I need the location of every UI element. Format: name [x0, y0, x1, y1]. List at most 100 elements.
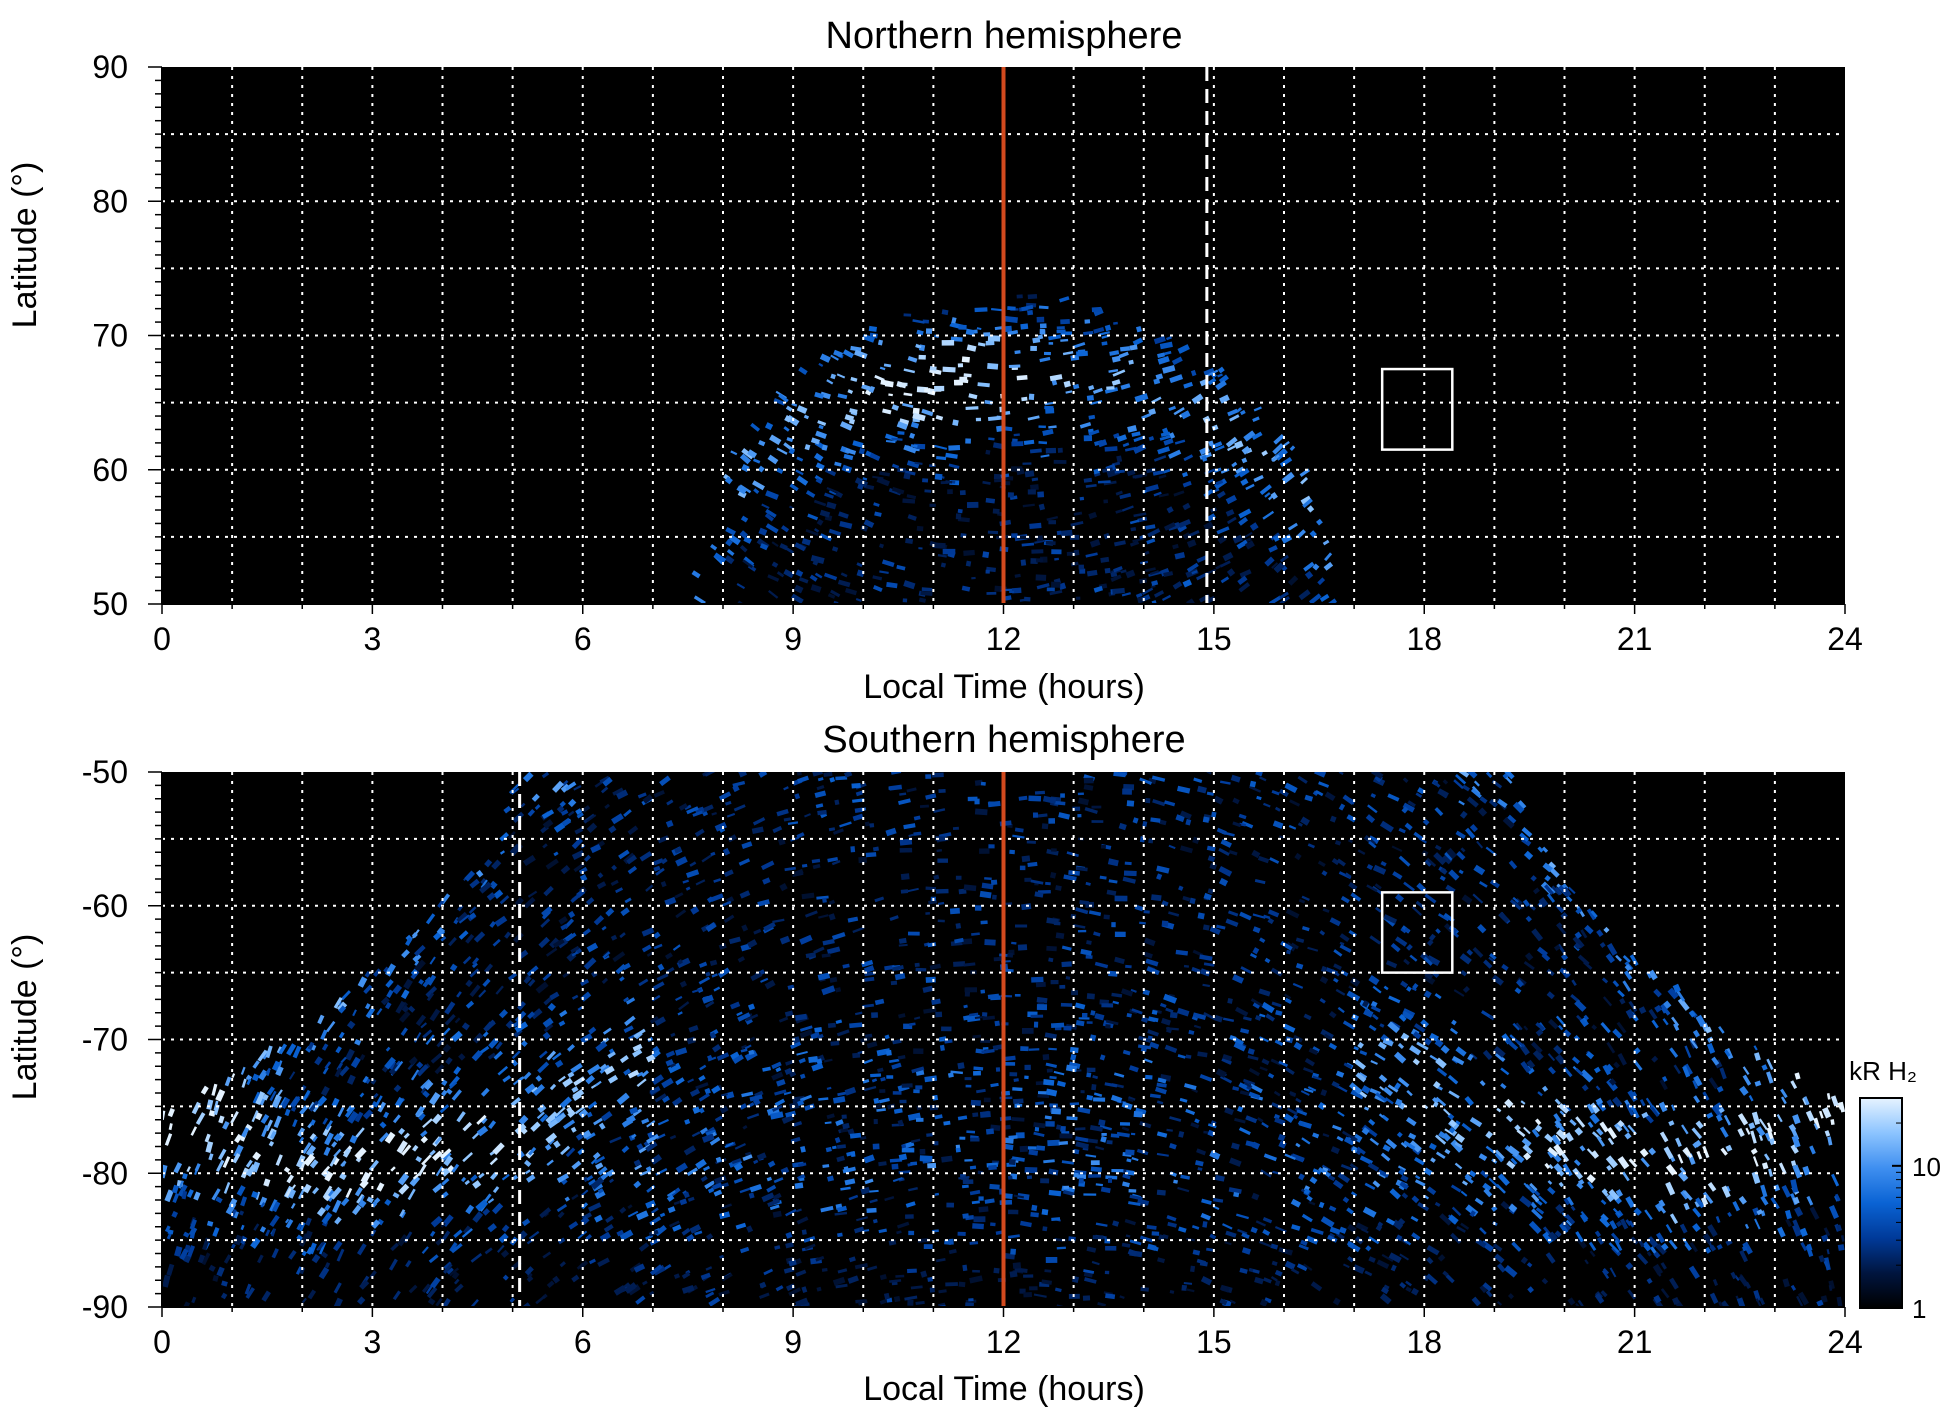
- emission-cell: [1444, 1128, 1454, 1135]
- emission-cell: [1232, 797, 1240, 805]
- emission-cell: [1197, 912, 1205, 920]
- emission-cell: [1467, 1053, 1474, 1061]
- emission-cell: [453, 1066, 462, 1075]
- emission-cell: [1575, 1231, 1584, 1243]
- emission-cell: [1660, 1242, 1669, 1251]
- emission-cell: [909, 432, 916, 439]
- emission-cell: [321, 1165, 331, 1176]
- emission-cell: [275, 1154, 283, 1166]
- emission-cell: [1834, 1193, 1841, 1202]
- emission-cell: [575, 808, 583, 815]
- emission-cell: [489, 1157, 498, 1166]
- emission-cell: [1379, 1023, 1385, 1028]
- emission-cell: [585, 897, 595, 906]
- emission-cell: [748, 1036, 756, 1043]
- emission-cell: [1580, 1069, 1594, 1083]
- emission-cell: [1129, 519, 1140, 525]
- emission-cell: [1091, 306, 1102, 313]
- emission-cell: [339, 1172, 347, 1181]
- emission-cell: [1755, 1298, 1763, 1307]
- emission-cell: [835, 1019, 843, 1025]
- emission-cell: [987, 800, 1001, 808]
- emission-cell: [461, 1228, 473, 1238]
- emission-cell: [269, 1130, 277, 1140]
- emission-cell: [1118, 351, 1129, 359]
- emission-cell: [1225, 918, 1239, 927]
- emission-cell: [706, 1233, 714, 1240]
- emission-cell: [523, 896, 536, 909]
- emission-cell: [740, 515, 749, 523]
- emission-cell: [268, 1140, 275, 1147]
- emission-cell: [1019, 598, 1025, 602]
- emission-cell: [1029, 522, 1042, 530]
- emission-cell: [1021, 304, 1034, 312]
- emission-cell: [1036, 583, 1050, 590]
- emission-cell: [1274, 1039, 1284, 1047]
- emission-cell: [817, 809, 827, 816]
- emission-cell: [565, 932, 577, 942]
- emission-cell: [594, 1155, 606, 1164]
- emission-cell: [914, 1016, 921, 1020]
- emission-cell: [1086, 1021, 1093, 1024]
- emission-cell: [240, 1196, 248, 1207]
- emission-cell: [1494, 1152, 1505, 1163]
- emission-cell: [992, 508, 1000, 514]
- emission-cell: [1544, 1133, 1554, 1142]
- emission-cell: [252, 1060, 260, 1069]
- emission-cell: [1709, 1292, 1719, 1304]
- emission-cell: [793, 868, 804, 877]
- emission-cell: [395, 1000, 406, 1014]
- emission-cell: [1295, 962, 1304, 970]
- emission-cell: [1060, 318, 1070, 325]
- emission-cell: [811, 858, 821, 864]
- emission-cell: [963, 549, 975, 556]
- emission-cell: [1331, 1080, 1340, 1089]
- emission-cell: [725, 1091, 735, 1100]
- emission-cell: [1332, 1179, 1344, 1190]
- emission-cell: [1648, 1008, 1658, 1020]
- emission-cell: [1070, 561, 1079, 567]
- emission-cell: [1591, 1024, 1598, 1031]
- emission-cell: [412, 1144, 419, 1152]
- emission-cell: [813, 527, 820, 533]
- north-region-box: [1380, 367, 1454, 451]
- emission-cell: [1039, 328, 1045, 335]
- emission-cell: [957, 508, 963, 514]
- emission-cell: [1085, 552, 1098, 558]
- emission-cell: [1258, 988, 1271, 997]
- emission-cell: [449, 1242, 458, 1253]
- emission-cell: [849, 1132, 862, 1139]
- emission-cell: [1370, 793, 1377, 799]
- emission-cell: [694, 1230, 703, 1236]
- emission-cell: [1624, 963, 1632, 972]
- emission-cell: [1585, 1051, 1595, 1060]
- emission-cell: [1207, 568, 1217, 575]
- emission-cell: [1558, 1181, 1564, 1188]
- south-region-box: [1380, 891, 1454, 974]
- emission-cell: [1217, 366, 1225, 374]
- emission-cell: [850, 345, 862, 352]
- emission-cell: [354, 1038, 362, 1046]
- emission-cell: [879, 1273, 887, 1281]
- emission-cell: [1353, 1046, 1359, 1051]
- emission-cell: [1224, 1241, 1232, 1246]
- emission-cell: [1398, 855, 1411, 867]
- emission-cell: [1004, 426, 1013, 432]
- emission-cell: [488, 1037, 499, 1049]
- emission-cell: [332, 1157, 340, 1166]
- emission-cell: [186, 1189, 194, 1198]
- emission-cell: [524, 1169, 531, 1175]
- emission-cell: [359, 1279, 370, 1290]
- emission-cell: [408, 1056, 418, 1066]
- emission-cell: [1511, 1241, 1522, 1252]
- emission-cell: [1456, 851, 1466, 861]
- emission-cell: [665, 1050, 676, 1058]
- emission-cell: [1023, 439, 1035, 446]
- emission-cell: [830, 373, 836, 380]
- emission-cell: [1271, 1102, 1283, 1110]
- emission-cell: [1245, 1140, 1256, 1148]
- emission-cell: [884, 382, 894, 388]
- emission-cell: [401, 1144, 412, 1156]
- emission-cell: [1630, 1105, 1640, 1119]
- emission-cell: [1053, 459, 1067, 464]
